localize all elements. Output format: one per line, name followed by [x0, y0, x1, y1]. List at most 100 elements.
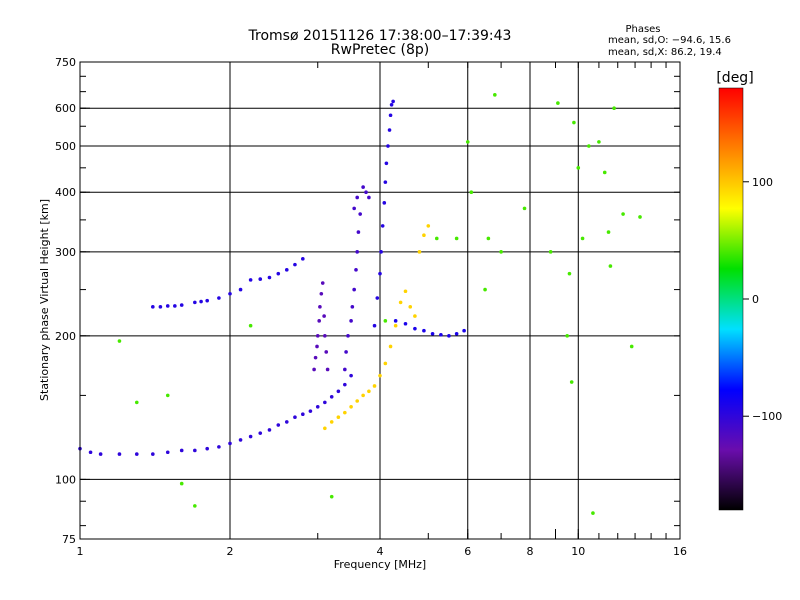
data-point	[349, 404, 353, 409]
data-point	[336, 389, 341, 394]
data-point	[248, 323, 253, 328]
data-point	[323, 426, 327, 431]
data-point	[465, 140, 470, 144]
x-tick-label: 10	[571, 545, 585, 558]
data-point	[319, 291, 324, 296]
data-point	[88, 450, 93, 455]
data-point	[462, 328, 466, 333]
y-tick-label: 100	[55, 473, 76, 486]
data-point	[325, 367, 330, 372]
data-points	[78, 93, 642, 515]
data-point	[320, 281, 325, 285]
data-point	[447, 334, 451, 338]
data-point	[493, 93, 497, 97]
data-point	[179, 303, 184, 307]
data-point	[454, 331, 459, 336]
stats-title: Phases	[625, 24, 660, 35]
colorbar-ticks: 100 0 −100	[743, 176, 782, 423]
data-point	[380, 224, 385, 228]
data-point	[565, 334, 569, 338]
data-point	[329, 394, 334, 399]
data-point	[469, 190, 474, 195]
data-point	[426, 224, 431, 228]
data-point	[193, 448, 197, 453]
y-axis-ticks: 75 100 200 300 400 500 600 750	[55, 56, 680, 546]
data-point	[597, 140, 601, 144]
data-point	[356, 230, 361, 234]
data-point	[322, 314, 326, 318]
data-point	[383, 319, 388, 323]
data-point	[413, 326, 417, 331]
data-point	[548, 250, 553, 254]
stats-x-line: mean, sd,X: 86.2, 19.4	[608, 47, 722, 58]
data-point	[638, 215, 642, 219]
data-point	[336, 415, 341, 420]
stats-o-line: mean, sd,O: −94.6, 15.6	[608, 35, 731, 46]
data-point	[228, 291, 232, 296]
data-point	[324, 350, 329, 354]
data-point	[343, 382, 347, 387]
y-tick-label: 300	[55, 246, 76, 259]
data-point	[486, 236, 491, 241]
x-axis-ticks: 1 2 4 6 8 10 16	[77, 62, 687, 558]
data-point	[567, 271, 572, 276]
data-point	[417, 250, 422, 254]
data-point	[238, 287, 243, 292]
data-point	[343, 367, 347, 372]
data-point	[318, 305, 322, 309]
data-point	[349, 319, 353, 323]
data-point	[293, 262, 297, 267]
data-point	[403, 289, 408, 294]
data-point	[499, 250, 503, 254]
data-point	[329, 420, 334, 424]
y-tick-label: 500	[55, 140, 76, 153]
data-point	[165, 393, 170, 398]
data-point	[323, 334, 327, 338]
data-point	[580, 236, 585, 241]
data-point	[276, 423, 281, 427]
data-point	[301, 257, 305, 261]
colorbar-tick-label: 100	[752, 176, 773, 189]
data-point	[323, 400, 327, 405]
data-point	[602, 170, 607, 175]
data-point	[483, 287, 487, 292]
data-point	[352, 287, 356, 292]
data-point	[317, 319, 321, 323]
data-point	[312, 367, 316, 372]
data-point	[355, 195, 359, 200]
data-point	[430, 331, 435, 336]
data-point	[284, 420, 289, 424]
data-point	[134, 400, 139, 405]
data-point	[388, 113, 393, 118]
data-point	[393, 319, 398, 323]
colorbar-label: [deg]	[716, 70, 753, 86]
data-point	[576, 166, 581, 170]
data-point	[355, 250, 359, 254]
data-point	[343, 410, 347, 415]
data-point	[117, 452, 122, 456]
data-point	[151, 305, 155, 309]
data-point	[117, 339, 122, 343]
data-point	[349, 373, 353, 378]
data-point	[301, 412, 305, 416]
data-point	[313, 355, 318, 360]
x-tick-label: 4	[377, 545, 384, 558]
data-point	[354, 268, 358, 272]
y-tick-label: 200	[55, 330, 76, 343]
data-point	[387, 128, 392, 132]
data-point	[248, 278, 253, 282]
data-point	[587, 144, 591, 148]
data-point	[386, 144, 390, 148]
data-point	[398, 300, 403, 305]
data-point	[413, 314, 417, 318]
data-point	[329, 494, 334, 499]
y-tick-label: 75	[62, 533, 76, 546]
colorbar-tick-label: 0	[752, 293, 759, 306]
data-point	[217, 296, 221, 300]
data-point	[315, 404, 320, 409]
data-point	[367, 195, 371, 200]
y-axis-label: Stationary phase Virtual Height [km]	[38, 199, 51, 401]
data-point	[403, 321, 408, 326]
data-point	[179, 481, 184, 486]
